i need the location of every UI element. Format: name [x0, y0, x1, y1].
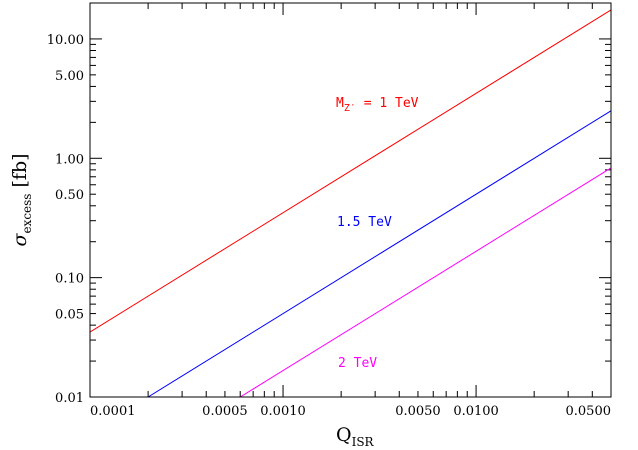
y-tick-label: 5.00 [55, 69, 84, 84]
series-line [147, 110, 612, 398]
x-axis-title: QISR [336, 424, 375, 449]
y-tick-label: 10.00 [47, 33, 84, 48]
y-tick-label: 0.50 [55, 188, 84, 203]
series-label: 2 TeV [338, 356, 377, 371]
x-tick-label: 0.0010 [260, 404, 306, 419]
x-axis-title-sub: ISR [352, 435, 375, 449]
series-line [239, 167, 612, 398]
x-tick-label: 0.0001 [90, 404, 136, 419]
y-axis-title-unit: [fb] [9, 153, 31, 187]
y-tick-label: 1.00 [55, 152, 84, 167]
series-label: 1.5 TeV [337, 215, 392, 230]
series-label: MZ′ = 1 TeV [336, 96, 419, 114]
ticks-layer [89, 2, 612, 398]
x-tick-label: 0.0005 [202, 404, 248, 419]
y-axis-title: σexcess [fb] [9, 153, 34, 246]
x-tick-label: 0.0050 [395, 404, 441, 419]
plot-frame [89, 2, 612, 398]
series-line [89, 9, 612, 333]
x-axis-title-main: Q [336, 424, 352, 446]
y-tick-label: 0.01 [55, 391, 84, 406]
y-axis-title-symbol: σ [9, 233, 31, 247]
y-axis-title-sub: excess [20, 194, 34, 234]
x-tick-label: 0.0100 [453, 404, 499, 419]
y-tick-label: 0.05 [55, 308, 84, 323]
x-tick-label: 0.0500 [566, 404, 612, 419]
series-layer [89, 9, 612, 398]
labels-layer: 0.0001 0.0005 0.0010 0.0050 0.0100 0.0500 0.01… [47, 33, 611, 419]
y-tick-label: 0.10 [55, 272, 84, 287]
